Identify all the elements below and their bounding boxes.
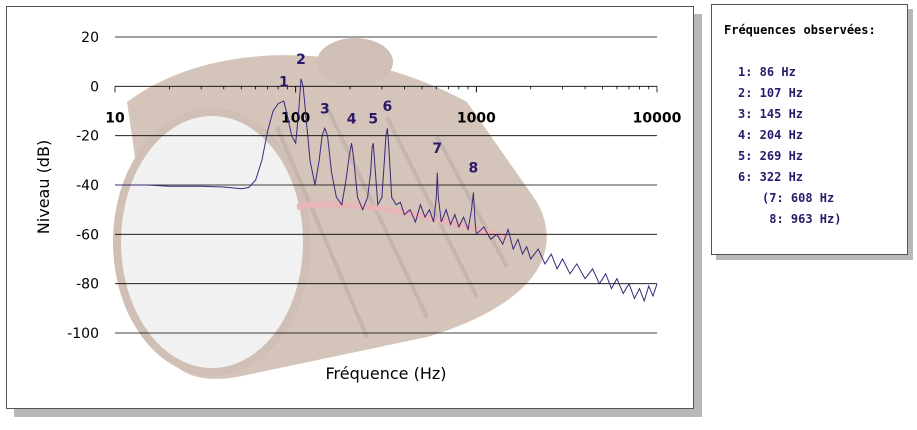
peak-label: 4 <box>347 111 357 127</box>
y-tick-label: -20 <box>76 129 99 145</box>
legend-item: 5: 269 Hz <box>738 149 804 163</box>
legend-item: 1: 86 Hz <box>738 65 796 79</box>
x-tick-label: 1000 <box>457 110 496 126</box>
peak-label: 7 <box>432 141 442 157</box>
legend-item: 6: 322 Hz <box>738 170 804 184</box>
legend-item: 2: 107 Hz <box>738 86 804 100</box>
x-tick-label: 10 <box>105 110 125 126</box>
peak-label: 1 <box>279 74 289 90</box>
legend-item: 4: 204 Hz <box>738 128 804 142</box>
y-tick-label: -100 <box>67 326 99 342</box>
y-tick-label: 0 <box>90 79 99 95</box>
peak-label: 6 <box>383 99 393 115</box>
spectrum-line <box>115 78 658 303</box>
y-tick-label: -60 <box>76 227 99 243</box>
y-tick-label: -40 <box>76 178 99 194</box>
series-layer <box>115 78 658 303</box>
y-axis-label: Niveau (dB) <box>34 140 53 234</box>
peak-label: 5 <box>368 111 378 127</box>
legend-item: 8: 963 Hz) <box>762 212 842 226</box>
drum-illustration <box>113 38 547 379</box>
frequency-legend: Fréquences observées: 1: 86 Hz 2: 107 Hz… <box>711 4 908 255</box>
y-tick-labels: 20 0 -20 -40 -60 -80 -100 <box>67 30 99 342</box>
peak-label: 8 <box>469 161 479 177</box>
y-tick-label: 20 <box>81 30 99 46</box>
peak-label: 3 <box>320 101 330 117</box>
legend-title: Fréquences observées: <box>724 23 876 37</box>
legend-item: 3: 145 Hz <box>738 107 804 121</box>
y-tick-label: -80 <box>76 277 99 293</box>
x-axis-label: Fréquence (Hz) <box>325 364 446 383</box>
legend-item: (7: 608 Hz <box>762 191 835 205</box>
x-tick-label: 10000 <box>633 110 682 126</box>
peak-label: 2 <box>296 52 306 68</box>
peak-labels: 12 3 4 56 7 8 <box>279 52 478 177</box>
